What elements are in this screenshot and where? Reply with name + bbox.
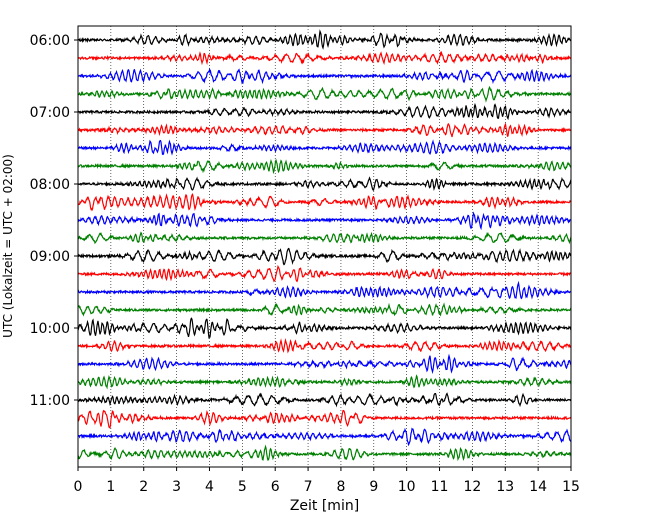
y-tick-label-09:00: 09:00 — [30, 249, 70, 265]
trace-1 — [77, 29, 572, 50]
trace-16 — [77, 302, 572, 317]
x-tick-label-9: 9 — [369, 479, 378, 495]
x-tick-label-6: 6 — [271, 479, 280, 495]
x-tick-label-15: 15 — [562, 479, 580, 495]
trace-24 — [77, 444, 572, 462]
trace-17 — [77, 317, 572, 339]
trace-2 — [77, 50, 572, 66]
trace-12 — [77, 231, 572, 245]
y-tick-label-07:00: 07:00 — [30, 105, 70, 121]
trace-18 — [77, 337, 572, 354]
trace-13 — [77, 247, 572, 266]
y-tick-label-10:00: 10:00 — [30, 321, 70, 337]
x-tick-label-1: 1 — [106, 479, 115, 495]
trace-10 — [77, 193, 572, 212]
plot-frame — [77, 25, 572, 468]
trace-21 — [77, 392, 572, 408]
x-tick-label-0: 0 — [74, 479, 83, 495]
x-axis-title: Zeit [min] — [290, 498, 359, 514]
y-axis-title: UTC (Lokalzeit = UTC + 02:00) — [1, 154, 15, 338]
x-tick-label-3: 3 — [172, 479, 181, 495]
x-tick-label-5: 5 — [238, 479, 247, 495]
x-tick-label-8: 8 — [336, 479, 345, 495]
y-tick-label-11:00: 11:00 — [30, 393, 70, 409]
x-tick-label-12: 12 — [463, 479, 481, 495]
trace-11 — [77, 211, 572, 231]
trace-15 — [77, 280, 572, 300]
trace-8 — [77, 158, 572, 175]
seismic-traces — [77, 29, 572, 462]
x-tick-label-14: 14 — [529, 479, 547, 495]
x-tick-label-11: 11 — [431, 479, 449, 495]
y-tick-label-06:00: 06:00 — [30, 33, 70, 49]
trace-6 — [77, 122, 572, 138]
trace-19 — [77, 353, 572, 375]
trace-14 — [77, 264, 572, 283]
trace-7 — [77, 139, 572, 156]
x-tick-label-13: 13 — [496, 479, 514, 495]
y-axis: 06:00 07:00 08:00 09:00 10:00 11:00 — [30, 33, 78, 409]
y-tick-label-08:00: 08:00 — [30, 177, 70, 193]
x-tick-label-10: 10 — [398, 479, 416, 495]
trace-4 — [77, 85, 572, 103]
x-axis: 0 1 2 3 4 5 6 7 8 9 10 11 12 13 14 15 — [74, 467, 580, 495]
trace-22 — [77, 409, 572, 429]
trace-9 — [77, 176, 572, 192]
x-tick-label-4: 4 — [205, 479, 214, 495]
x-tick-label-7: 7 — [304, 479, 313, 495]
trace-5 — [77, 102, 572, 121]
x-tick-label-2: 2 — [139, 479, 148, 495]
trace-20 — [77, 374, 572, 390]
trace-3 — [77, 67, 572, 85]
trace-23 — [77, 427, 572, 447]
